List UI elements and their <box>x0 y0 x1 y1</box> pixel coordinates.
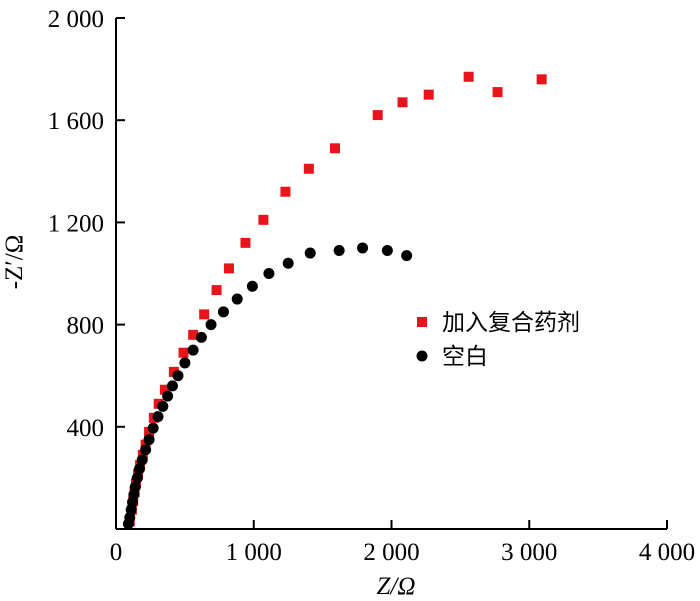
series-1 <box>124 71 547 527</box>
legend-marker-square <box>417 317 427 327</box>
x-ticks: 0 1 000 2 000 3 000 4 000 <box>110 520 695 566</box>
data-point-square <box>168 366 179 377</box>
data-point-circle <box>157 400 169 412</box>
x-tick-label: 4 000 <box>639 539 695 566</box>
legend-label: 加入复合药剂 <box>442 310 580 336</box>
y-tick-label: 800 <box>67 313 105 340</box>
data-point-square <box>159 384 170 395</box>
data-point-square <box>211 285 222 296</box>
data-point-circle <box>172 370 184 382</box>
data-point-circle <box>179 357 191 369</box>
y-axis-title: -Z′/Ω <box>1 235 28 290</box>
data-point-circle <box>304 247 316 259</box>
legend-marker-circle <box>416 350 428 362</box>
data-point-circle <box>195 331 207 343</box>
x-axis-title: Z/Ω <box>377 573 416 600</box>
x-tick-label: 0 <box>110 539 123 566</box>
data-point-circle <box>166 380 178 392</box>
data-point-square <box>303 163 314 174</box>
data-point-circle <box>147 422 159 434</box>
x-tick-label: 3 000 <box>501 539 557 566</box>
data-point-circle <box>152 411 164 423</box>
data-point-circle <box>333 245 345 257</box>
data-point-circle <box>205 319 217 331</box>
data-point-circle <box>129 481 141 493</box>
data-point-square <box>188 329 199 340</box>
data-point-square <box>397 97 408 108</box>
data-point-circle <box>381 245 393 257</box>
data-point-square <box>258 214 269 225</box>
data-point-circle <box>140 444 152 456</box>
y-tick-label: 1 200 <box>48 210 104 237</box>
data-point-square <box>280 186 291 197</box>
data-point-circle <box>162 390 174 402</box>
data-point-circle <box>231 293 243 305</box>
data-point-circle <box>246 280 258 292</box>
data-point-square <box>536 74 547 85</box>
data-point-circle <box>263 268 275 279</box>
legend-label: 空白 <box>442 344 488 370</box>
x-tick-label: 1 000 <box>226 539 282 566</box>
data-point-circle <box>133 463 145 475</box>
data-point-square <box>423 89 434 100</box>
y-tick-label: 1 600 <box>48 108 104 135</box>
data-point-circle <box>136 454 148 466</box>
axes <box>115 18 667 530</box>
data-point-square <box>463 71 474 82</box>
data-point-square <box>199 309 210 320</box>
data-point-square <box>178 347 189 358</box>
data-point-square <box>372 110 383 121</box>
data-point-square <box>144 426 155 437</box>
data-point-circle <box>282 257 294 269</box>
data-point-circle <box>217 306 229 318</box>
y-tick-label: 2 000 <box>48 6 104 33</box>
data-point-square <box>492 87 503 98</box>
y-ticks: 400 800 1 200 1 600 2 000 <box>48 6 125 442</box>
data-point-circle <box>143 434 155 446</box>
data-point-square <box>240 237 251 248</box>
y-tick-label: 400 <box>67 415 105 442</box>
data-point-square <box>223 263 234 274</box>
data-point-circle <box>131 472 143 484</box>
x-tick-label: 2 000 <box>363 539 419 566</box>
plot-area <box>122 71 547 530</box>
data-point-circle <box>357 242 369 254</box>
data-point-circle <box>401 250 413 262</box>
data-point-square <box>330 143 341 154</box>
data-point-circle <box>187 344 199 356</box>
series-2 <box>122 242 413 530</box>
